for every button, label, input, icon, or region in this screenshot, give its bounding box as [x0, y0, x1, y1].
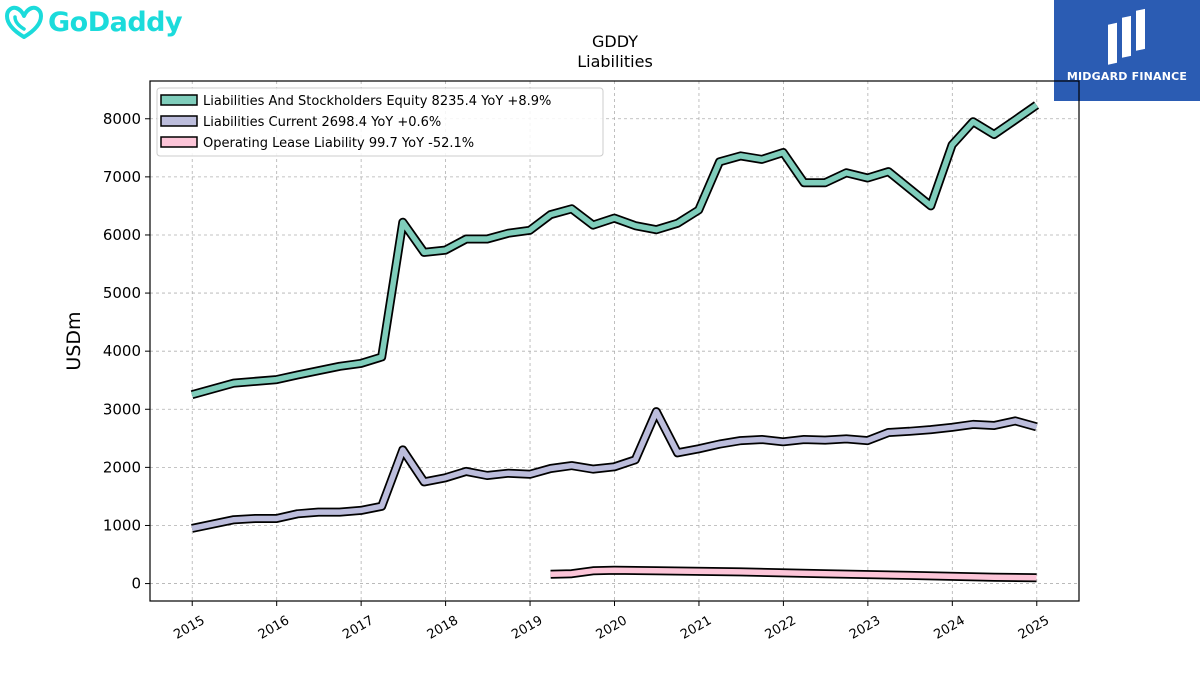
legend-box	[156, 87, 604, 157]
series-line-3	[550, 567, 1037, 581]
legend: Liabilities And Stockholders Equity 8235…	[156, 87, 604, 157]
x-tick-label: 2024	[931, 613, 967, 643]
x-axis: 2015 2016 2017 2018 2019 2020 2021 2022 2023 2024…	[171, 601, 1052, 643]
y-tick-label: 4000	[103, 342, 141, 360]
y-tick-label: 3000	[103, 400, 141, 418]
grid	[150, 81, 1079, 601]
chart-subtitle: Liabilities	[577, 52, 653, 71]
midgard-finance-logo: MIDGARD FINANCE	[1054, 0, 1200, 101]
y-axis-label: USDm	[63, 311, 85, 370]
x-tick-label: 2018	[425, 613, 461, 643]
godaddy-logo: GoDaddy	[4, 4, 183, 40]
y-tick-label: 5000	[103, 284, 141, 302]
y-tick-label: 2000	[103, 458, 141, 476]
legend-label-3: Operating Lease Liability 99.7 YoY -52.1…	[203, 136, 474, 151]
legend-swatch-2	[160, 115, 198, 127]
legend-swatch-3	[160, 136, 198, 148]
x-tick-label: 2022	[763, 613, 799, 643]
series-layer	[190, 101, 1040, 583]
chart-title: GDDY	[592, 32, 638, 51]
x-tick-label: 2020	[594, 613, 630, 643]
series-line-1	[191, 102, 1039, 398]
y-tick-label: 0	[131, 575, 141, 593]
godaddy-logo-icon	[5, 5, 43, 39]
y-tick-label: 6000	[103, 226, 141, 244]
x-tick-label: 2025	[1016, 613, 1052, 643]
godaddy-logo-text: GoDaddy	[48, 6, 183, 38]
x-tick-label: 2017	[340, 613, 376, 643]
x-tick-label: 2019	[509, 613, 545, 643]
y-tick-label: 8000	[103, 110, 141, 128]
y-tick-label: 7000	[103, 168, 141, 186]
y-axis: 0 1000 2000 3000 4000 5000 6000 7000 8000	[103, 110, 150, 593]
x-tick-label: 2021	[678, 613, 714, 643]
legend-label-1: Liabilities And Stockholders Equity 8235…	[203, 94, 551, 109]
legend-label-2: Liabilities Current 2698.4 YoY +0.6%	[203, 115, 441, 130]
midgard-finance-logo-text: MIDGARD FINANCE	[1066, 70, 1188, 83]
x-tick-label: 2015	[171, 613, 207, 643]
x-tick-label: 2023	[847, 613, 883, 643]
series-line-2	[191, 408, 1038, 532]
legend-swatch-1	[160, 94, 198, 106]
midgard-finance-logo-icon	[1108, 8, 1145, 65]
y-tick-label: 1000	[103, 516, 141, 534]
x-tick-label: 2016	[256, 613, 292, 643]
